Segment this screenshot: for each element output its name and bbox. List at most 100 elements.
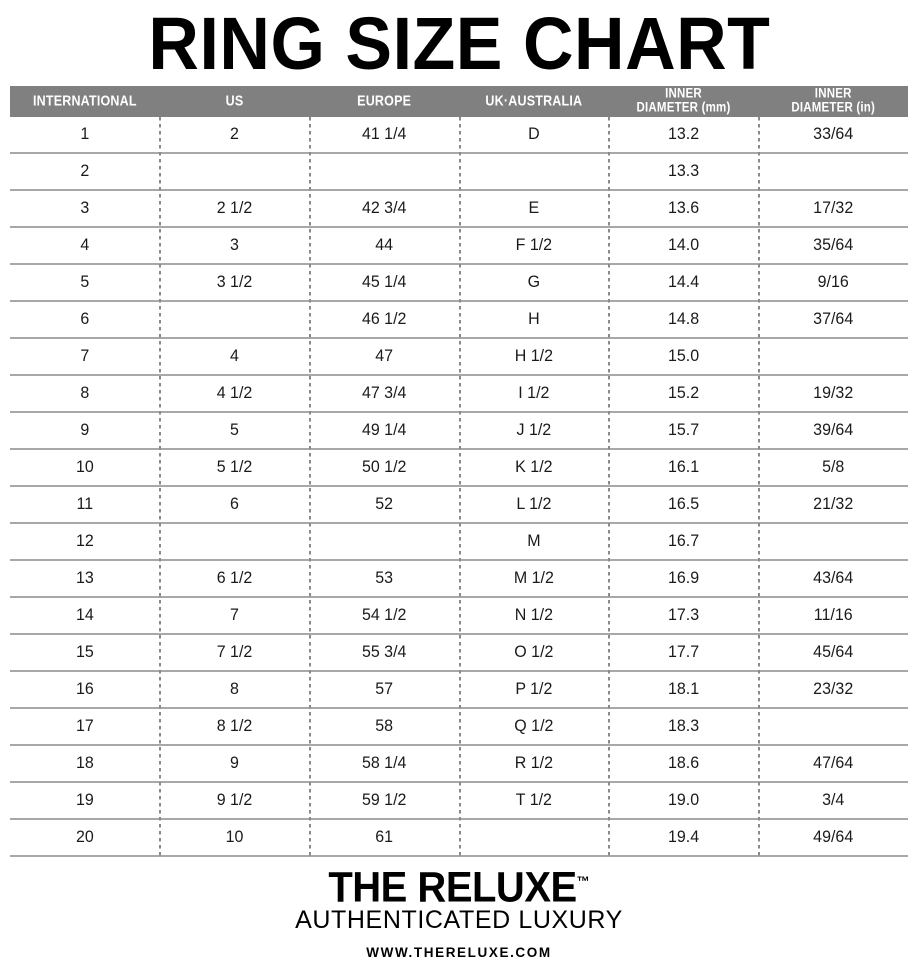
table-row: 18 9 58 1/4 R 1/2 18.6 47/64 [10,746,908,783]
cell-us: 7 1/2 [216,643,253,661]
cell-inner_in: 21/32 [813,495,854,513]
cell-inner_mm: 17.7 [667,643,700,661]
table-row: 16 8 57 P 1/2 18.1 23/32 [10,672,908,709]
cell-us: 9 [230,754,239,772]
cell-inner_in: 45/64 [813,643,854,661]
table-body: 1 2 41 1/4 D 13.2 33/64 2 13.3 3 2 1/2 42 3/4 E 13.6… [10,117,908,857]
cell-inner_mm: 18.6 [667,754,700,772]
cell-europe: 58 [375,717,394,735]
cell-inner_mm: 15.2 [667,384,700,402]
cell-europe: 41 1/4 [361,125,407,143]
cell-inner_in: 37/64 [813,310,854,328]
cell-uk_australia: G [527,273,541,291]
table-row: 12 M 16.7 [10,524,908,561]
cell-us: 2 1/2 [216,199,253,217]
cell-international: 8 [80,384,90,402]
cell-uk_australia: N 1/2 [514,606,553,624]
column-header-inner-diameter-in-line2: DIAMETER (in) [791,100,876,115]
cell-international: 7 [80,347,90,365]
table-row: 15 7 1/2 55 3/4 O 1/2 17.7 45/64 [10,635,908,672]
cell-us: 9 1/2 [216,791,253,809]
cell-us: 5 [230,421,239,439]
cell-inner_in: 17/32 [813,199,854,217]
column-header-international: INTERNATIONAL [10,92,160,110]
cell-us: 8 [230,680,239,698]
cell-inner_in: 43/64 [813,569,854,587]
cell-inner_in: 3/4 [822,791,845,809]
cell-uk_australia: O 1/2 [514,643,554,661]
table-row: 10 5 1/2 50 1/2 K 1/2 16.1 5/8 [10,450,908,487]
table-header-row: INTERNATIONAL US EUROPE UK·AUSTRALIA INN… [10,86,908,117]
cell-us: 7 [230,606,239,624]
cell-inner_mm: 16.1 [667,458,700,476]
cell-inner_in: 33/64 [813,125,854,143]
cell-europe: 47 [375,347,394,365]
cell-inner_in: 19/32 [813,384,854,402]
cell-uk_australia: H 1/2 [514,347,553,365]
cell-inner_mm: 17.3 [667,606,700,624]
table-row: 19 9 1/2 59 1/2 T 1/2 19.0 3/4 [10,783,908,820]
cell-inner_mm: 15.7 [667,421,700,439]
cell-inner_mm: 16.7 [667,532,700,550]
column-header-international-line1: INTERNATIONAL [32,92,137,110]
table-row: 2 13.3 [10,154,908,191]
cell-us: 6 [230,495,239,513]
cell-inner_in: 23/32 [813,680,854,698]
cell-inner_mm: 16.5 [667,495,700,513]
cell-uk_australia: F 1/2 [515,236,553,254]
cell-inner_mm: 15.0 [667,347,700,365]
table-row: 5 3 1/2 45 1/4 G 14.4 9/16 [10,265,908,302]
cell-us: 4 1/2 [216,384,253,402]
cell-europe: 50 1/2 [361,458,407,476]
cell-international: 2 [80,162,90,180]
size-table: INTERNATIONAL US EUROPE UK·AUSTRALIA INN… [10,86,908,857]
table-row: 8 4 1/2 47 3/4 I 1/2 15.2 19/32 [10,376,908,413]
brand-name: THE RELUXE™ [328,860,589,910]
table-row: 1 2 41 1/4 D 13.2 33/64 [10,117,908,154]
cell-international: 1 [80,125,90,143]
cell-europe: 44 [375,236,394,254]
cell-us: 8 1/2 [216,717,253,735]
cell-europe: 55 3/4 [361,643,407,661]
trademark-symbol: ™ [576,873,590,890]
cell-international: 18 [75,754,94,772]
cell-international: 15 [75,643,94,661]
cell-inner_in: 11/16 [813,606,853,624]
table-row: 3 2 1/2 42 3/4 E 13.6 17/32 [10,191,908,228]
cell-uk_australia: L 1/2 [516,495,552,513]
brand-website: WWW.THERELUXE.COM [366,945,552,961]
cell-us: 6 1/2 [216,569,253,587]
cell-us: 10 [225,828,244,846]
cell-international: 13 [75,569,94,587]
cell-uk_australia: J 1/2 [516,421,552,439]
cell-international: 4 [80,236,90,254]
cell-europe: 49 1/4 [361,421,407,439]
cell-inner_in: 9/16 [817,273,849,291]
column-header-inner-diameter-mm: INNER DIAMETER (mm) [609,86,759,115]
cell-inner_mm: 13.3 [667,162,700,180]
table-row: 9 5 49 1/4 J 1/2 15.7 39/64 [10,413,908,450]
footer-branding: THE RELUXE™ AUTHENTICATED LUXURY WWW.THE… [0,861,918,961]
cell-uk_australia: P 1/2 [515,680,553,698]
cell-international: 5 [80,273,90,291]
column-header-inner-diameter-mm-line2: DIAMETER (mm) [636,100,731,115]
column-header-inner-diameter-in-line1: INNER [814,86,852,101]
cell-international: 6 [80,310,90,328]
cell-inner_in: 35/64 [813,236,854,254]
column-header-inner-diameter-in: INNER DIAMETER (in) [758,86,908,115]
cell-inner_mm: 14.4 [667,273,700,291]
cell-international: 19 [75,791,94,809]
cell-us: 3 1/2 [216,273,253,291]
cell-uk_australia: I 1/2 [518,384,550,402]
cell-europe: 58 1/4 [361,754,407,772]
cell-europe: 53 [375,569,394,587]
table-row: 7 4 47 H 1/2 15.0 [10,339,908,376]
cell-international: 17 [75,717,94,735]
cell-uk_australia: H [528,310,540,328]
column-header-inner-diameter-mm-line1: INNER [665,86,702,101]
cell-uk_australia: K 1/2 [515,458,553,476]
column-header-europe-line1: EUROPE [357,92,412,110]
table-row: 6 46 1/2 H 14.8 37/64 [10,302,908,339]
table-row: 4 3 44 F 1/2 14.0 35/64 [10,228,908,265]
cell-inner_mm: 16.9 [667,569,700,587]
